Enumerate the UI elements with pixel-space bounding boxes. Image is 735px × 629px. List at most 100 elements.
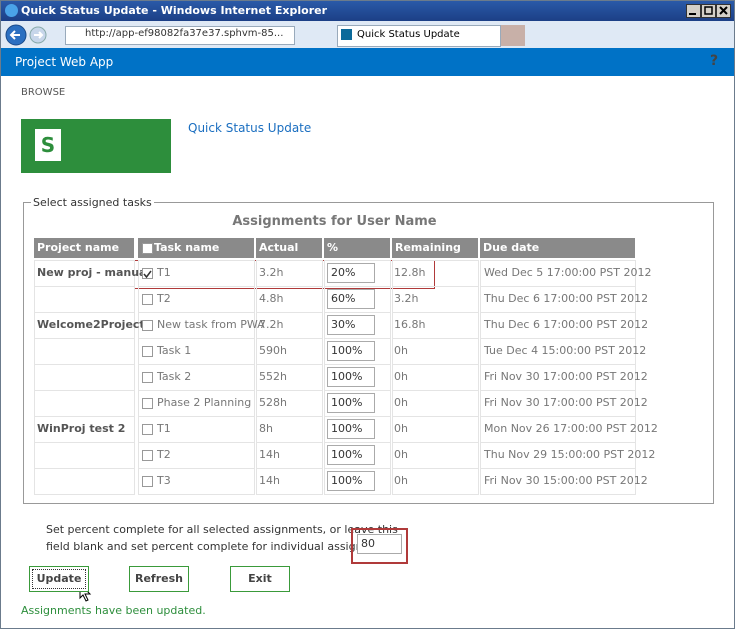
legend: Select assigned tasks: [31, 196, 154, 209]
table-caption: Assignments for User Name: [232, 214, 437, 229]
tab-icon: [341, 29, 352, 40]
window-controls[interactable]: [686, 4, 732, 18]
cell-border: [34, 286, 135, 313]
cell-border: [138, 416, 255, 443]
window-title: Quick Status Update - Windows Internet E…: [21, 4, 328, 17]
project-name: Welcome2Project: [37, 318, 145, 331]
status: Assignments have been updated.: [21, 604, 206, 617]
project-name: WinProj test 2: [37, 422, 126, 435]
task-name: T3: [157, 474, 171, 487]
button[interactable]: Refresh: [129, 566, 189, 592]
new-tab[interactable]: [501, 25, 525, 46]
remaining-work: 16.8h: [394, 318, 426, 331]
task-checkbox[interactable]: [142, 268, 153, 279]
cell-border: [34, 442, 135, 469]
ie-icon: [5, 4, 18, 17]
remaining-work: 0h: [394, 344, 408, 357]
cell-border: [34, 468, 135, 495]
task-checkbox[interactable]: [142, 346, 153, 357]
task-name: Task 2: [157, 370, 192, 383]
highlight-input: [351, 528, 408, 564]
cell-border: [480, 468, 636, 495]
bulk-input[interactable]: 80: [357, 534, 402, 554]
task-name: New task from PWA: [157, 318, 265, 331]
column-header: Project name: [34, 238, 134, 258]
remaining-work: 0h: [394, 474, 408, 487]
remaining-work: 0h: [394, 448, 408, 461]
task-checkbox[interactable]: [142, 398, 153, 409]
page-title[interactable]: Quick Status Update: [188, 121, 312, 135]
task-name: Task 1: [157, 344, 192, 357]
column-header: % complete: [324, 238, 390, 274]
url: http://app-ef98082fa37e37.sphvm-85...: [85, 28, 284, 39]
cell-border: [34, 364, 135, 391]
task-name: Phase 2 Planning: [157, 396, 252, 409]
task-name: T2: [157, 448, 171, 461]
ribbon-tab[interactable]: BROWSE: [21, 87, 66, 98]
task-checkbox[interactable]: [142, 320, 153, 331]
task-checkbox[interactable]: [142, 372, 153, 383]
percent-input[interactable]: 100%: [327, 419, 375, 439]
actual-work: 14h: [259, 448, 280, 461]
remaining-work: 3.2h: [394, 292, 419, 305]
percent-input[interactable]: 60%: [327, 289, 375, 309]
cell-border: [256, 468, 323, 495]
suite-bar: [1, 48, 734, 76]
due-date: Fri Nov 30 15:00:00 PST 2012: [484, 474, 648, 487]
remaining-work: 0h: [394, 422, 408, 435]
task-checkbox[interactable]: [142, 424, 153, 435]
actual-work: 7.2h: [259, 318, 284, 331]
remaining-work: 0h: [394, 370, 408, 383]
address-bar[interactable]: [65, 26, 295, 45]
due-date: Wed Dec 5 17:00:00 PST 2012: [484, 266, 652, 279]
actual-work: 4.8h: [259, 292, 284, 305]
actual-work: 528h: [259, 396, 287, 409]
task-name: T1: [157, 422, 171, 435]
percent-input[interactable]: 100%: [327, 341, 375, 361]
task-checkbox[interactable]: [142, 476, 153, 487]
cell-border: [138, 338, 255, 365]
help[interactable]: ?: [710, 53, 719, 69]
project-name: New proj - manual: [37, 266, 151, 279]
due-date: Tue Dec 4 15:00:00 PST 2012: [484, 344, 647, 357]
cell-border: [392, 468, 479, 495]
tab[interactable]: [337, 25, 501, 47]
cell-border: [138, 286, 255, 313]
cell-border: [138, 260, 255, 287]
column-header: Task name: [138, 238, 254, 258]
task-checkbox[interactable]: [142, 450, 153, 461]
task-checkbox[interactable]: [142, 294, 153, 305]
bulk-label-2: field blank and set percent complete for…: [46, 540, 401, 553]
cell-border: [34, 390, 135, 417]
due-date: Fri Nov 30 17:00:00 PST 2012: [484, 370, 648, 383]
remaining-work: 0h: [394, 396, 408, 409]
logo-letter: S: [35, 129, 61, 161]
check: [143, 270, 152, 279]
cell-border: [138, 468, 255, 495]
suite-title[interactable]: Project Web App: [15, 55, 114, 69]
fieldset: [23, 202, 714, 504]
due-date: Fri Nov 30 17:00:00 PST 2012: [484, 396, 648, 409]
button[interactable]: Exit: [230, 566, 290, 592]
cell-border: [34, 338, 135, 365]
due-date: Thu Dec 6 17:00:00 PST 2012: [484, 318, 649, 331]
column-header: Remaining work: [392, 238, 478, 274]
percent-input[interactable]: 100%: [327, 393, 375, 413]
column-header: Due date: [480, 238, 635, 258]
percent-input[interactable]: 100%: [327, 445, 375, 465]
percent-input[interactable]: 100%: [327, 367, 375, 387]
nav-buttons[interactable]: [5, 23, 65, 47]
cell-border: [138, 442, 255, 469]
select-all-checkbox[interactable]: [142, 243, 153, 254]
cell-border: [324, 468, 391, 495]
task-name: T2: [157, 292, 171, 305]
percent-input[interactable]: 20%: [327, 263, 375, 283]
cell-border: [138, 364, 255, 391]
due-date: Thu Dec 6 17:00:00 PST 2012: [484, 292, 649, 305]
due-date: Thu Nov 29 15:00:00 PST 2012: [484, 448, 656, 461]
percent-input[interactable]: 100%: [327, 471, 375, 491]
title-bar: [1, 1, 734, 21]
percent-input[interactable]: 30%: [327, 315, 375, 335]
button[interactable]: Update: [29, 566, 89, 592]
